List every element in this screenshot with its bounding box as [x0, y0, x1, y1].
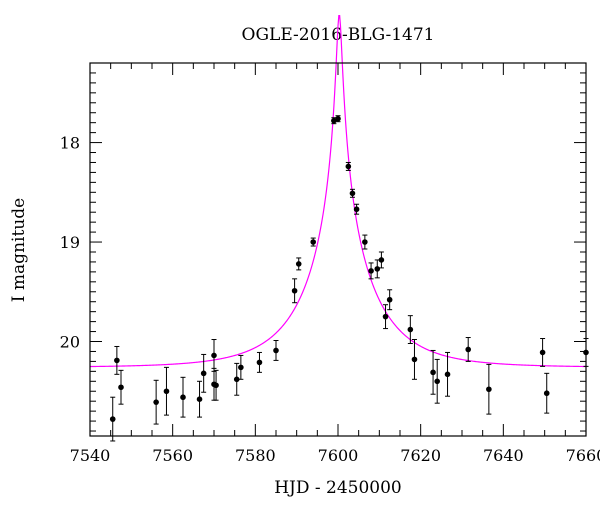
x-tick-label: 7540 — [70, 446, 111, 465]
data-point — [238, 364, 244, 371]
y-tick-label: 20 — [60, 333, 80, 352]
data-point — [345, 163, 352, 170]
data-point — [543, 390, 550, 397]
model-curve-layer — [89, 14, 587, 368]
data-point — [256, 359, 263, 366]
data-point — [118, 384, 124, 391]
data-point — [200, 370, 207, 377]
data-point — [430, 369, 436, 376]
x-tick-label: 7580 — [235, 446, 276, 465]
data-point — [233, 376, 240, 383]
data-point — [211, 352, 217, 359]
data-point — [368, 268, 374, 274]
data-point — [465, 346, 472, 353]
data-point — [163, 388, 170, 395]
y-tick-label: 18 — [60, 134, 80, 153]
data-point — [444, 371, 451, 378]
x-tick-label: 7640 — [483, 446, 524, 465]
data-point — [411, 356, 418, 363]
data-point — [153, 399, 159, 405]
data-point — [382, 313, 389, 320]
data-point — [295, 261, 302, 267]
data-point — [109, 416, 116, 422]
data-point — [362, 239, 368, 245]
data-point — [273, 347, 279, 354]
x-tick-label: 7600 — [318, 446, 359, 465]
y-axis-label: I magnitude — [9, 198, 29, 302]
model-curve — [89, 14, 587, 368]
data-point — [114, 357, 120, 364]
y-tick-label: 19 — [60, 233, 80, 252]
x-tick-label: 7620 — [400, 446, 441, 465]
data-point — [407, 326, 414, 333]
data-points-layer — [109, 115, 589, 422]
plot-frame — [89, 62, 587, 437]
data-point — [374, 266, 381, 272]
data-point — [434, 378, 441, 385]
data-point — [196, 396, 203, 402]
data-point — [386, 296, 393, 303]
x-tick-label: 7560 — [152, 446, 193, 465]
data-point — [486, 386, 492, 393]
data-point — [335, 115, 341, 122]
x-axis-label: HJD - 2450000 — [274, 478, 402, 498]
x-tick-label: 7660 — [566, 446, 600, 465]
data-point — [291, 287, 298, 294]
axis-ticks — [89, 63, 587, 436]
data-point — [310, 239, 317, 245]
data-point — [353, 206, 360, 213]
tick-labels: 7540 7560 7580 7600 7620 7640 7660 18 19 20 — [60, 134, 600, 465]
data-point — [180, 394, 186, 401]
data-point — [349, 190, 356, 197]
data-point — [213, 382, 219, 389]
data-point — [378, 257, 385, 263]
data-point — [539, 349, 546, 356]
